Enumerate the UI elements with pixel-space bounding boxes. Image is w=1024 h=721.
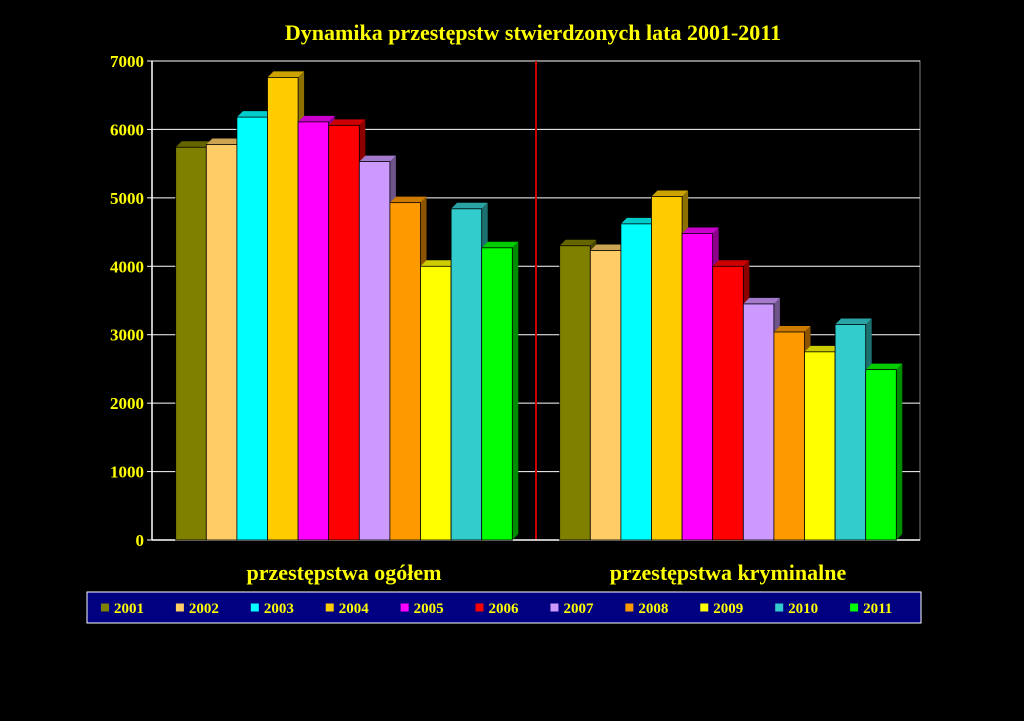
legend-item: 2009 — [700, 601, 743, 617]
bar-front — [389, 202, 421, 541]
bar-top — [865, 363, 903, 370]
bar-top — [682, 227, 719, 234]
bar-top — [773, 325, 811, 332]
legend: 2001 2002 2003 2004 2005 2006 2007 2008 2009 2010… — [86, 591, 922, 624]
legend-swatch — [850, 603, 859, 612]
bar-top — [298, 115, 335, 122]
legend-swatch — [175, 603, 184, 612]
bar — [865, 363, 903, 541]
y-tick-label: 0 — [136, 531, 145, 550]
bar-front — [420, 265, 452, 541]
bar-front — [865, 369, 897, 541]
legend-label: 2009 — [713, 601, 743, 617]
legend-swatch — [550, 603, 559, 612]
y-tick-label: 7000 — [110, 52, 144, 71]
bar-front — [481, 247, 513, 541]
legend-item: 2010 — [775, 601, 818, 617]
legend-label: 2003 — [264, 601, 294, 617]
legend-swatch — [325, 603, 334, 612]
bar-front — [681, 233, 714, 541]
bar-top — [804, 345, 842, 352]
legend-swatch — [475, 603, 484, 612]
legend-swatch — [625, 603, 634, 612]
legend-item: 2004 — [325, 601, 370, 617]
legend-item: 2008 — [625, 601, 668, 617]
bar-side — [896, 363, 903, 540]
legend-item: 2002 — [175, 601, 219, 617]
bar-front — [297, 121, 330, 541]
y-tick-label: 1000 — [110, 463, 144, 482]
bar-front — [267, 77, 299, 541]
bar-front — [804, 351, 836, 541]
bar-front — [712, 265, 744, 541]
bar-front — [450, 208, 483, 541]
legend-item: 2011 — [850, 601, 892, 617]
bar-front — [236, 116, 268, 541]
bar-front — [175, 146, 207, 541]
legend-swatch — [700, 603, 709, 612]
bar-top — [651, 190, 689, 197]
legend-item: 2001 — [101, 601, 144, 617]
bar-front — [742, 303, 775, 541]
legend-item: 2007 — [550, 601, 594, 617]
legend-label: 2006 — [489, 601, 519, 617]
y-tick-label: 4000 — [110, 257, 144, 276]
bar-top — [559, 239, 597, 246]
x-axis: przestępstwa ogółem przestępstwa kryminal… — [247, 560, 847, 585]
bar-front — [205, 144, 238, 541]
bar-top — [620, 217, 658, 224]
bar-top — [359, 155, 396, 162]
legend-label: 2010 — [788, 601, 818, 617]
bar-top — [267, 71, 305, 78]
legend-swatch — [250, 603, 259, 612]
bar-top — [712, 260, 750, 267]
legend-item: 2006 — [475, 601, 519, 617]
bar-front — [651, 196, 683, 541]
bar-top — [328, 119, 366, 126]
category-label: przestępstwa ogółem — [247, 560, 442, 585]
legend-label: 2002 — [189, 601, 219, 617]
bars — [175, 71, 903, 541]
y-tick-label: 6000 — [110, 120, 144, 139]
legend-item: 2003 — [250, 601, 294, 617]
bar-top — [236, 111, 274, 118]
bar-side — [512, 241, 519, 540]
bar-top — [481, 241, 519, 248]
legend-swatch — [400, 603, 409, 612]
legend-item: 2005 — [400, 601, 444, 617]
bar-front — [559, 245, 591, 541]
bar-front — [328, 124, 360, 541]
y-tick-label: 5000 — [110, 189, 144, 208]
bar-top — [835, 318, 872, 325]
legend-label: 2007 — [563, 601, 594, 617]
bar-top — [451, 202, 488, 209]
legend-label: 2001 — [114, 601, 144, 617]
bar-front — [358, 161, 391, 541]
bar — [681, 227, 719, 541]
bar-top — [389, 196, 427, 203]
legend-swatch — [775, 603, 784, 612]
bar-top — [175, 141, 213, 148]
y-tick-label: 2000 — [110, 394, 144, 413]
bar-front — [834, 324, 867, 541]
bar-front — [620, 223, 652, 541]
bar-top — [743, 297, 780, 304]
bar-front — [773, 331, 805, 541]
legend-swatch — [101, 603, 109, 612]
legend-label: 2011 — [863, 601, 892, 617]
legend-label: 2004 — [339, 601, 370, 617]
bar — [481, 241, 519, 541]
bar-top — [590, 244, 627, 251]
bar-top — [206, 138, 243, 145]
bar-top — [420, 260, 458, 267]
legend-label: 2008 — [638, 601, 668, 617]
chart-title: Dynamika przestępstw stwierdzonych lata … — [285, 20, 781, 45]
y-tick-label: 3000 — [110, 326, 144, 345]
bar-front — [589, 250, 622, 541]
legend-label: 2005 — [414, 601, 444, 617]
category-label: przestępstwa kryminalne — [610, 560, 847, 585]
